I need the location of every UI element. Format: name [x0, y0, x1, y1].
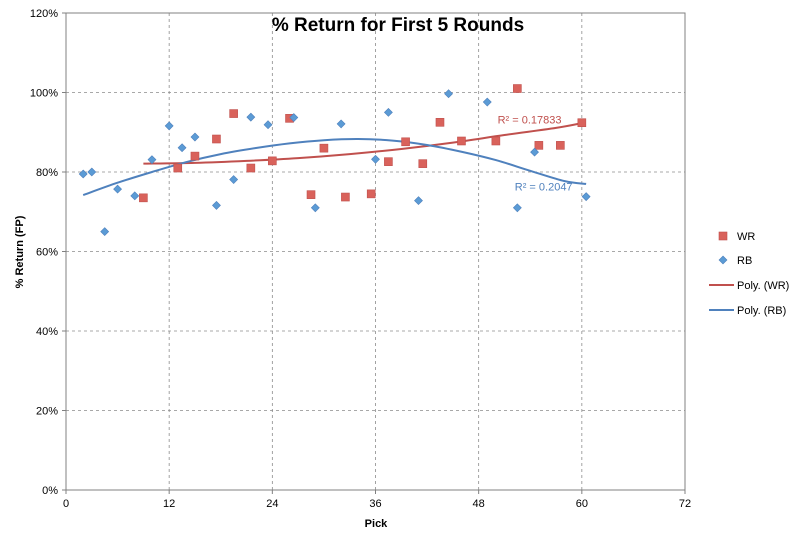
wr-point [366, 189, 376, 199]
legend-wr-marker [718, 231, 728, 241]
legend: WR RB Poly. (WR) Poly. (RB) [709, 231, 789, 317]
grid [66, 13, 685, 490]
wr-point [139, 193, 148, 203]
wr-point [341, 192, 350, 202]
legend-rb-marker [718, 255, 728, 265]
rb-point [78, 169, 88, 179]
y-tick-label: 60% [36, 247, 58, 259]
wr-point [418, 159, 428, 168]
rb-point [190, 132, 200, 142]
rb-point [229, 175, 239, 184]
trendlines [82, 122, 587, 196]
trendline-wr [143, 122, 583, 165]
rb-point [246, 112, 256, 122]
wr-point [319, 143, 329, 153]
rb-point [383, 107, 393, 117]
y-tick-label: 40% [36, 326, 58, 338]
x-tick-label: 72 [679, 498, 691, 510]
rb-point [289, 113, 299, 122]
wr-point [513, 84, 522, 93]
rb-point [212, 200, 221, 210]
wr-point [212, 134, 221, 144]
y-tick-label: 0% [42, 485, 58, 497]
rb-point [336, 119, 346, 129]
rb-point [263, 120, 273, 130]
rb-point [164, 121, 174, 131]
trendline-rb [82, 138, 587, 196]
y-tick-label: 100% [30, 88, 58, 100]
wr-r-squared: R² = 0.17833 [498, 115, 562, 127]
rb-point [177, 143, 187, 153]
rb-point [414, 196, 423, 206]
rb-point [530, 147, 539, 157]
wr-point [401, 137, 410, 147]
legend-rb-label: RB [737, 255, 752, 267]
wr-point [190, 151, 200, 161]
wr-point [491, 136, 501, 146]
legend-poly-wr-label: Poly. (WR) [737, 280, 789, 292]
y-tick-label: 120% [30, 8, 58, 20]
legend-wr-label: WR [737, 231, 755, 243]
rb-point [113, 184, 123, 194]
wr-point [268, 156, 277, 166]
wr-point [534, 141, 544, 150]
x-axis-title: Pick [365, 518, 389, 530]
wr-point [577, 118, 587, 128]
x-tick-label: 36 [369, 498, 381, 510]
y-axis-title: % Return (FP) [14, 215, 26, 288]
x-tick-label: 0 [63, 498, 69, 510]
wr-point [306, 190, 316, 199]
rb-point [581, 192, 591, 202]
y-tick-label: 80% [36, 167, 58, 179]
wr-point [435, 118, 445, 127]
x-tick-label: 24 [266, 498, 278, 510]
wr-point [384, 157, 393, 166]
r-squared-labels: R² = 0.17833 R² = 0.2047 [498, 115, 573, 194]
x-tick-label: 60 [576, 498, 588, 510]
rb-r-squared: R² = 0.2047 [515, 181, 573, 193]
wr-point [173, 163, 183, 173]
rb-point [371, 154, 380, 164]
rb-point [130, 191, 140, 201]
wr-point [457, 136, 466, 146]
rb-point [512, 203, 522, 213]
x-tick-label: 12 [163, 498, 175, 510]
rb-point [444, 89, 454, 99]
wr-point [556, 141, 565, 150]
x-tick-label: 48 [473, 498, 485, 510]
rb-point [87, 167, 97, 177]
legend-poly-rb-label: Poly. (RB) [737, 305, 786, 317]
rb-point [310, 203, 320, 213]
y-tick-label: 20% [36, 406, 58, 418]
rb-point [482, 97, 492, 107]
tick-labels: 0 12 24 36 48 60 72 0% 20% 40% 60% 80% 100% 120% [30, 8, 691, 510]
rb-point [100, 227, 110, 237]
rb-point [147, 155, 157, 165]
wr-point [246, 163, 256, 173]
wr-point [229, 109, 238, 118]
chart-title: % Return for First 5 Rounds [272, 15, 524, 36]
data-markers [78, 84, 591, 237]
